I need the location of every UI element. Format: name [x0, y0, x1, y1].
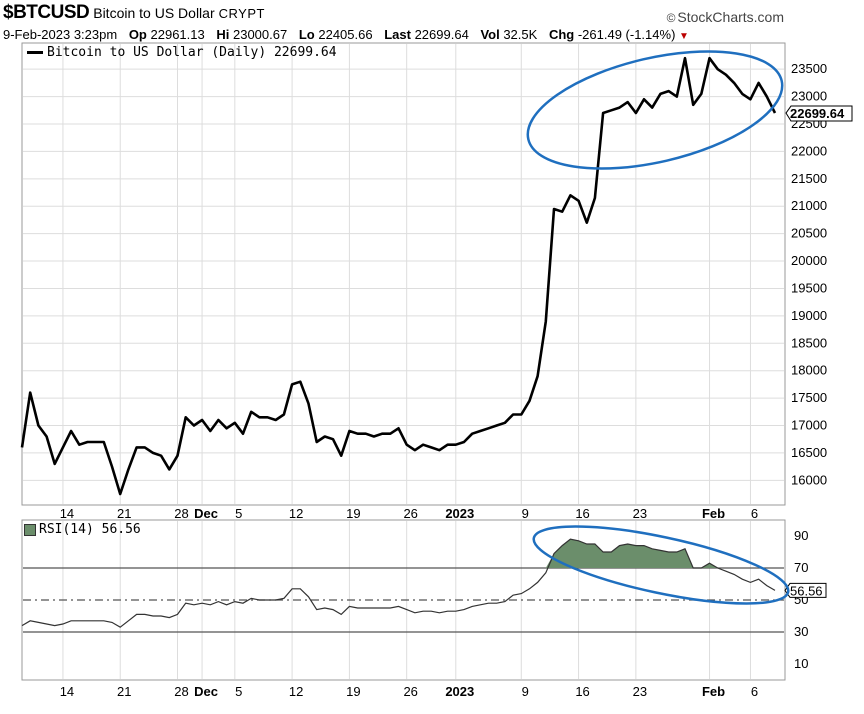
- low-label: Lo: [298, 27, 315, 42]
- price-panel: [21, 42, 786, 506]
- rsi-swatch-icon: [24, 523, 36, 536]
- price-tick-label: 21500: [791, 171, 827, 186]
- price-tick-label: 21000: [791, 198, 827, 213]
- brand-logo[interactable]: © StockCharts.com: [666, 9, 784, 25]
- rsi-x-tick-label: Dec: [194, 684, 218, 699]
- price-tick-label: 20500: [791, 226, 827, 241]
- last-value-label: 22699.64: [790, 106, 845, 121]
- quote-date: 9-Feb-2023 3:23pm: [3, 27, 118, 42]
- price-series: [20, 56, 777, 496]
- price-tick-label: 16000: [791, 472, 827, 487]
- rsi-x-tick-label: 5: [235, 684, 242, 699]
- price-x-axis: 14 21 28 Dec 5 12 19 26 2023 9 16 23 Feb 6: [60, 506, 758, 521]
- rsi-x-tick-label: 21: [117, 684, 131, 699]
- price-tick-label: 17500: [791, 390, 827, 405]
- price-tick-label: 19000: [791, 308, 827, 323]
- rsi-tick-label: 30: [794, 624, 808, 639]
- low-value: 22405.66: [318, 27, 373, 42]
- volume-label: Vol: [480, 27, 500, 42]
- price-tick-label: 19500: [791, 280, 827, 295]
- rsi-x-tick-label: 6: [751, 684, 758, 699]
- price-tick-label: 22000: [791, 143, 827, 158]
- rsi-x-tick-label: 14: [60, 684, 74, 699]
- price-x-tick-label: 6: [751, 506, 758, 521]
- price-tick-label: 18500: [791, 335, 827, 350]
- price-grid: [23, 44, 784, 504]
- price-tick-label: 23500: [791, 61, 827, 76]
- symbol-type: CRYPT: [218, 6, 265, 21]
- change-value: -261.49 (-1.14%): [577, 27, 676, 42]
- change-label: Chg: [548, 27, 575, 42]
- symbol-title: $BTCUSD Bitcoin to US Dollar CRYPT: [3, 2, 265, 23]
- annotations: [526, 50, 790, 605]
- price-tick-label: 18000: [791, 363, 827, 378]
- down-arrow-icon: ▼: [679, 31, 689, 42]
- rsi-x-axis: 14 21 28 Dec 5 12 19 26 2023 9 16 23 Feb 6: [60, 684, 758, 699]
- rsi-annotation-ellipse: [532, 525, 790, 605]
- rsi-x-tick-label: 16: [575, 684, 589, 699]
- last-label: Last: [384, 27, 411, 42]
- rsi-x-tick-label: 28: [174, 684, 188, 699]
- rsi-x-tick-label: 23: [633, 684, 647, 699]
- price-x-tick-label: Feb: [702, 506, 725, 521]
- price-x-tick-label: 19: [346, 506, 360, 521]
- last-value-box: [785, 105, 853, 122]
- copyright-icon: ©: [666, 11, 676, 25]
- price-x-tick-label: 23: [633, 506, 647, 521]
- rsi-tick-label: 10: [794, 656, 808, 671]
- open-label: Op: [128, 27, 147, 42]
- price-legend: Bitcoin to US Dollar (Daily) 22699.64: [27, 45, 337, 60]
- symbol-description: Bitcoin to US Dollar: [93, 5, 215, 21]
- price-tick-label: 17000: [791, 418, 827, 433]
- price-x-tick-label: 21: [117, 506, 131, 521]
- rsi-overbought-fill: [22, 539, 775, 568]
- price-y-axis: 16000 16500 17000 17500 18000 18500 19000 19500…: [785, 61, 853, 487]
- price-x-tick-label: 2023: [445, 506, 474, 521]
- volume-value: 32.5K: [503, 27, 538, 42]
- price-x-tick-label: 28: [174, 506, 188, 521]
- high-label: Hi: [216, 27, 230, 42]
- price-x-tick-label: Dec: [194, 506, 218, 521]
- rsi-series: [21, 538, 776, 628]
- rsi-fill-area: [22, 539, 775, 568]
- rsi-tick-label: 90: [794, 528, 808, 543]
- last-value: 22699.64: [414, 27, 469, 42]
- price-x-tick-label: 14: [60, 506, 74, 521]
- price-tick-label: 23000: [791, 89, 827, 104]
- rsi-last-value-label: 56.56: [790, 583, 823, 598]
- quote-bar: 9-Feb-2023 3:23pm Op 22961.13 Hi 23000.6…: [3, 27, 689, 42]
- line-swatch-icon: [27, 51, 43, 54]
- rsi-line: [21, 538, 776, 628]
- rsi-x-tick-label: 26: [403, 684, 417, 699]
- high-value: 23000.67: [232, 27, 288, 42]
- open-value: 22961.13: [150, 27, 205, 42]
- rsi-x-tick-label: 12: [289, 684, 303, 699]
- price-tick-label: 16500: [791, 445, 827, 460]
- price-x-tick-label: 12: [289, 506, 303, 521]
- rsi-x-tick-label: 2023: [445, 684, 474, 699]
- price-x-tick-label: 5: [235, 506, 242, 521]
- price-x-tick-label: 16: [575, 506, 589, 521]
- price-line: [20, 56, 777, 496]
- rsi-x-tick-label: 9: [522, 684, 529, 699]
- rsi-legend: RSI(14) 56.56: [24, 522, 141, 537]
- price-x-tick-label: 26: [403, 506, 417, 521]
- price-annotation-ellipse: [526, 50, 784, 170]
- rsi-x-tick-label: Feb: [702, 684, 725, 699]
- rsi-tick-label: 70: [794, 560, 808, 575]
- price-tick-label: 20000: [791, 253, 827, 268]
- rsi-x-tick-label: 19: [346, 684, 360, 699]
- price-x-tick-label: 9: [522, 506, 529, 521]
- rsi-last-value-box: [784, 582, 827, 598]
